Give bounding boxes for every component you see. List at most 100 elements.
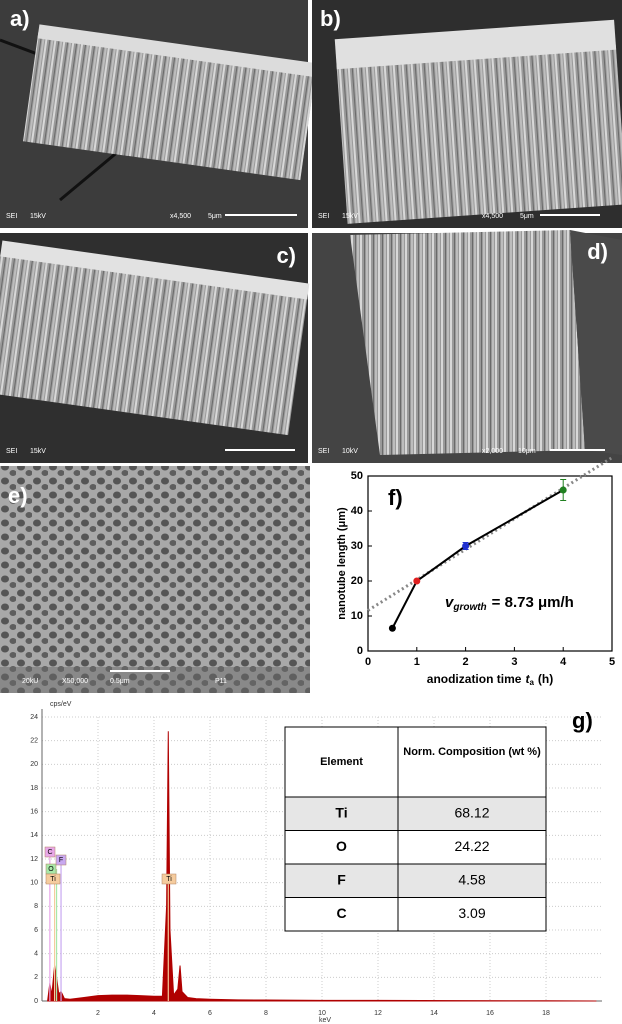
element-box — [161, 873, 177, 885]
plot-frame — [367, 475, 613, 652]
table-cell: Ti — [335, 804, 347, 820]
panel-label: e) — [8, 483, 28, 508]
x-tick-label: 6 — [208, 1010, 212, 1017]
sem-image-b — [312, 0, 622, 228]
sem-info: 10kV — [342, 448, 358, 455]
y-tick-label: 40 — [351, 505, 363, 517]
table-row — [284, 897, 547, 932]
x-tick-label: 16 — [486, 1010, 494, 1017]
table-row — [284, 830, 547, 865]
x-label-unit: (h) — [538, 672, 553, 686]
x-tick-label: 0 — [365, 656, 371, 668]
table-header-bg — [284, 726, 547, 798]
sem-info: SEI — [6, 448, 17, 455]
sem-image-c — [0, 233, 310, 463]
sem-info: 5μm — [208, 213, 222, 220]
y-tick-label: 12 — [30, 856, 38, 863]
chart-f-background — [310, 466, 622, 693]
y-tick-label: 16 — [30, 809, 38, 816]
y-tick-label: 2 — [34, 974, 38, 981]
x-tick-label: 12 — [374, 1010, 382, 1017]
table-cell: F — [337, 871, 346, 887]
panel-label: g) — [572, 708, 593, 733]
data-point — [388, 624, 396, 632]
y-tick-label: 20 — [351, 575, 363, 587]
panel-label: b) — [320, 6, 341, 31]
sem-info: 0.5μm — [110, 678, 130, 685]
sem-image-a — [0, 0, 317, 228]
element-label: O — [48, 866, 54, 873]
data-point — [559, 486, 567, 494]
x-axis-label: anodization time ta (h) — [427, 672, 553, 687]
sem-info: 5μm — [520, 213, 534, 220]
x-tick-label: 4 — [152, 1010, 156, 1017]
x-axis-label: keV — [319, 1017, 331, 1024]
table-cell: 68.12 — [454, 804, 489, 820]
table-row — [284, 796, 547, 831]
x-tick-label: 1 — [414, 656, 420, 668]
table-header: Element — [320, 756, 363, 768]
x-tick-label: 18 — [542, 1010, 550, 1017]
composition-table: Element Norm. Composition (wt %) Ti 68.12 O 2… — [284, 726, 547, 932]
sem-info: P11 — [215, 678, 227, 685]
panel-label: a) — [10, 6, 30, 31]
y-tick-label: 18 — [30, 785, 38, 792]
spectrum — [47, 731, 597, 1002]
y-tick-label: 6 — [34, 927, 38, 934]
data-point — [462, 542, 470, 550]
element-box — [45, 873, 61, 885]
x-tick-label: 14 — [430, 1010, 438, 1017]
annotation-text: = 8.73 μm/h — [492, 594, 574, 611]
x-tick-label: 5 — [609, 656, 615, 668]
sem-info: x2,000 — [482, 448, 503, 455]
y-tick-label: 0 — [357, 645, 363, 657]
panel-label: f) — [388, 485, 403, 510]
y-tick-label: 10 — [30, 880, 38, 887]
sem-info: SEI — [318, 448, 329, 455]
annotation-sub: growth — [452, 602, 486, 613]
x-tick-label: 8 — [264, 1010, 268, 1017]
data-point — [413, 577, 421, 585]
element-label: C — [47, 849, 52, 856]
table-cell: C — [336, 905, 346, 921]
y-tick-label: 0 — [34, 998, 38, 1005]
sem-image-d — [312, 230, 622, 463]
panel-label: d) — [587, 239, 608, 264]
y-tick-label: 4 — [34, 951, 38, 958]
table-cell: 3.09 — [458, 905, 485, 921]
x-tick-label: 10 — [318, 1010, 326, 1017]
x-tick-label: 4 — [560, 656, 567, 668]
sem-info: X50,000 — [62, 678, 88, 685]
element-label: F — [59, 857, 63, 864]
sem-info: 15kV — [30, 448, 46, 455]
element-box — [55, 854, 67, 866]
element-label: Ti — [166, 876, 172, 883]
y-tick-label: 24 — [30, 714, 38, 721]
element-box — [44, 846, 56, 858]
y-tick-label: 30 — [351, 540, 363, 552]
element-label: Ti — [50, 876, 56, 883]
y-tick-label: 10 — [351, 610, 363, 622]
table-header: Norm. Composition (wt %) — [403, 746, 541, 758]
sem-info: SEI — [318, 213, 329, 220]
y-tick-label: 8 — [34, 903, 38, 910]
annotation: vgrowth = 8.73 μm/h — [445, 594, 574, 613]
table-cell: 4.58 — [458, 871, 485, 887]
y-axis-label: nanotube length (μm) — [336, 507, 348, 620]
data-line — [391, 489, 564, 629]
x-label-symbol: t — [525, 672, 530, 686]
sem-info: x4,500 — [170, 213, 191, 220]
annotation-symbol: v — [445, 594, 455, 611]
sem-info: SEI — [6, 213, 17, 220]
x-label-text: anodization time — [427, 672, 522, 686]
y-tick-label: 14 — [30, 832, 38, 839]
sem-info: x4,500 — [482, 213, 503, 220]
x-tick-label: 2 — [96, 1010, 100, 1017]
sem-info: 15kV — [30, 213, 46, 220]
x-label-sub: a — [529, 678, 534, 687]
sem-info: 15kV — [342, 213, 358, 220]
sem-image-e — [0, 466, 310, 693]
y-tick-label: 50 — [351, 470, 363, 482]
table-cell: 24.22 — [454, 838, 489, 854]
